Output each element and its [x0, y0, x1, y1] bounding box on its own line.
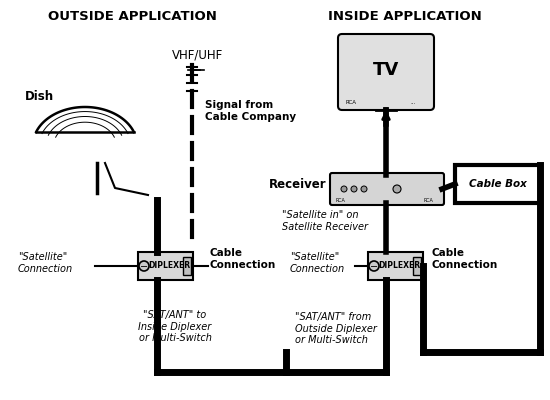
Text: RCA: RCA: [336, 198, 346, 203]
Bar: [455, 165, 540, 203]
Bar: [183, 257, 191, 275]
Text: RCA: RCA: [424, 198, 434, 203]
Text: ...: ...: [410, 100, 415, 105]
Text: "Satellite in" on
Satellite Receiver: "Satellite in" on Satellite Receiver: [282, 210, 368, 232]
Bar: [368, 252, 423, 280]
Circle shape: [361, 186, 367, 192]
Circle shape: [341, 186, 347, 192]
Text: Signal from
Cable Company: Signal from Cable Company: [205, 100, 296, 122]
Text: Dish: Dish: [25, 90, 54, 103]
Text: −: −: [370, 262, 378, 272]
Circle shape: [351, 186, 357, 192]
FancyBboxPatch shape: [338, 34, 434, 110]
Text: DIPLEXER: DIPLEXER: [148, 262, 190, 270]
Text: RCA: RCA: [345, 100, 356, 105]
Text: TV: TV: [373, 61, 399, 79]
Text: DIPLEXER: DIPLEXER: [378, 262, 421, 270]
FancyBboxPatch shape: [330, 173, 444, 205]
Text: Receiver: Receiver: [268, 178, 326, 191]
Text: Cable
Connection: Cable Connection: [210, 248, 276, 270]
Circle shape: [369, 261, 379, 271]
Text: INSIDE APPLICATION: INSIDE APPLICATION: [328, 10, 482, 23]
Text: OUTSIDE APPLICATION: OUTSIDE APPLICATION: [47, 10, 217, 23]
Text: Cable Box: Cable Box: [469, 179, 526, 189]
Circle shape: [393, 185, 401, 193]
Circle shape: [139, 261, 149, 271]
Text: −: −: [140, 262, 148, 272]
Text: Cable
Connection: Cable Connection: [432, 248, 498, 270]
Text: "SAT/ANT" to
Inside Diplexer
or Multi-Switch: "SAT/ANT" to Inside Diplexer or Multi-Sw…: [139, 310, 212, 343]
Text: "Satellite"
Connection: "Satellite" Connection: [18, 252, 73, 274]
Text: "SAT/ANT" from
Outside Diplexer
or Multi-Switch: "SAT/ANT" from Outside Diplexer or Multi…: [295, 312, 377, 345]
Bar: [413, 257, 421, 275]
Text: VHF/UHF: VHF/UHF: [172, 48, 224, 61]
Text: "Satellite"
Connection: "Satellite" Connection: [290, 252, 345, 274]
Bar: [138, 252, 193, 280]
